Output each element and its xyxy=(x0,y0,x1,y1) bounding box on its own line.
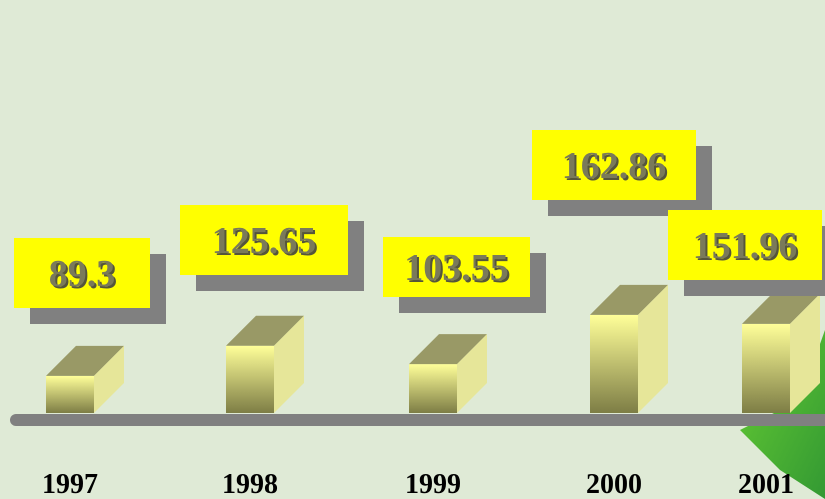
page: 89.389.3125.65125.65103.55103.55162.8616… xyxy=(0,0,825,499)
data-label: 162.86 xyxy=(562,145,667,187)
x-tick-label: 2000 xyxy=(586,469,642,499)
bar-front xyxy=(590,315,638,413)
x-tick-label: 1998 xyxy=(222,469,278,499)
data-label: 103.55 xyxy=(404,247,509,289)
x-tick-label: 1999 xyxy=(405,469,461,499)
data-label: 89.3 xyxy=(49,253,116,295)
bar-front xyxy=(226,346,274,413)
chart: 89.389.3125.65125.65103.55103.55162.8616… xyxy=(0,0,825,499)
x-tick-label: 1997 xyxy=(42,469,98,499)
data-label: 151.96 xyxy=(693,225,798,267)
x-tick-label: 2001 xyxy=(738,469,794,499)
bar-front xyxy=(46,376,94,413)
bar-front xyxy=(742,324,790,413)
bar-front xyxy=(409,364,457,413)
bar xyxy=(590,285,668,413)
data-label: 125.65 xyxy=(212,220,317,262)
